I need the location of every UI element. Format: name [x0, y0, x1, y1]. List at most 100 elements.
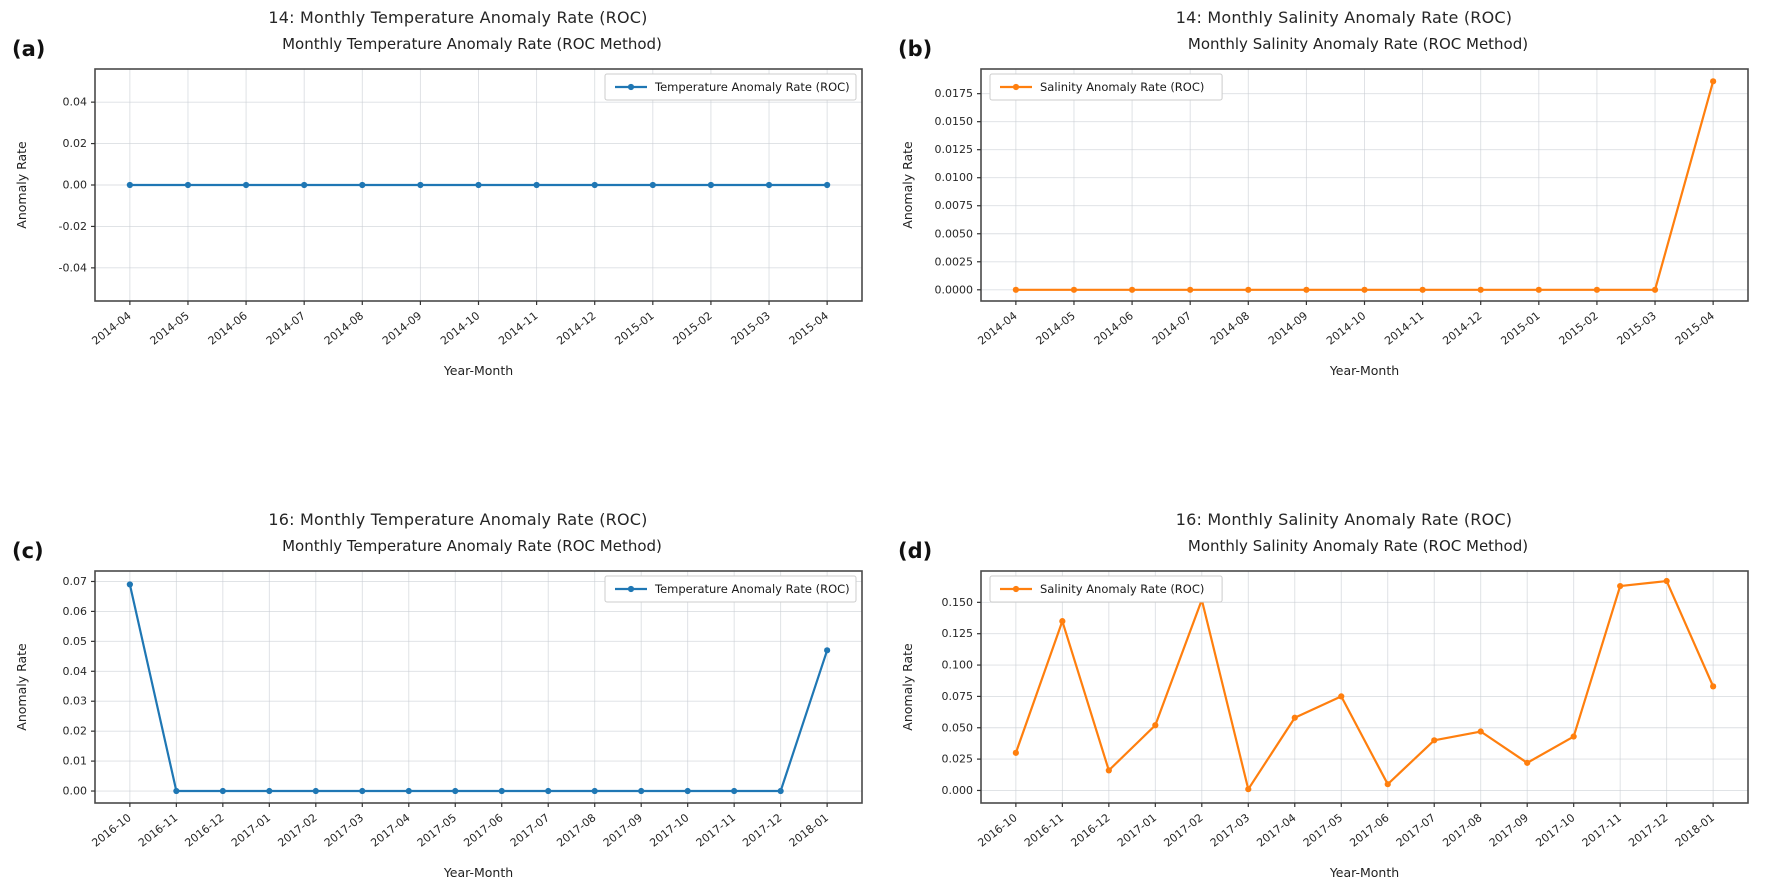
svg-text:0.03: 0.03 [63, 695, 88, 708]
svg-text:0.00: 0.00 [63, 785, 88, 798]
svg-text:Year-Month: Year-Month [1329, 865, 1399, 880]
svg-text:2014-11: 2014-11 [496, 309, 540, 348]
svg-text:-0.04: -0.04 [59, 261, 87, 274]
svg-text:Temperature Anomaly Rate (ROC): Temperature Anomaly Rate (ROC) [654, 80, 850, 94]
svg-text:2014-04: 2014-04 [975, 309, 1019, 348]
svg-text:2015-04: 2015-04 [1673, 309, 1717, 348]
temperature-line-chart-a: -0.04 -0.02 0.00 0.02 0.04 2014-04 2014-05 2014… [14, 68, 863, 378]
svg-text:2017-06: 2017-06 [461, 811, 505, 850]
svg-text:2014-08: 2014-08 [322, 309, 366, 348]
panel-a-suptitle: 14: Monthly Temperature Anomaly Rate (RO… [268, 8, 648, 27]
svg-text:2017-11: 2017-11 [694, 811, 738, 850]
svg-text:2017-12: 2017-12 [1626, 811, 1670, 850]
svg-text:2017-02: 2017-02 [1161, 811, 1205, 850]
svg-text:2017-08: 2017-08 [554, 811, 598, 850]
svg-text:0.0075: 0.0075 [935, 199, 974, 212]
panel-a-figure: (a) Monthly Temperature Anomaly Rate (RO… [0, 35, 886, 391]
svg-text:2014-05: 2014-05 [1034, 309, 1078, 348]
svg-text:0.0050: 0.0050 [935, 227, 974, 240]
salinity-line-chart-d: 0.000 0.025 0.050 0.075 0.100 0.125 0.150 2016-… [900, 570, 1749, 880]
svg-text:Anomaly Rate: Anomaly Rate [14, 141, 29, 229]
svg-text:2017-10: 2017-10 [647, 811, 691, 850]
svg-text:-0.02: -0.02 [59, 220, 87, 233]
svg-text:2017-07: 2017-07 [508, 811, 552, 850]
svg-text:2017-03: 2017-03 [1208, 811, 1252, 850]
svg-text:2017-06: 2017-06 [1347, 811, 1391, 850]
panel-a-title: Monthly Temperature Anomaly Rate (ROC Me… [282, 35, 662, 53]
svg-text:2018-01: 2018-01 [1673, 811, 1717, 850]
svg-text:Anomaly Rate: Anomaly Rate [14, 643, 29, 731]
panel-b: 14: Monthly Salinity Anomaly Rate (ROC) … [886, 0, 1772, 444]
svg-text:0.05: 0.05 [63, 635, 88, 648]
panel-d: 16: Monthly Salinity Anomaly Rate (ROC) … [886, 444, 1772, 888]
svg-text:0.0125: 0.0125 [935, 143, 974, 156]
svg-text:Salinity Anomaly Rate (ROC): Salinity Anomaly Rate (ROC) [1040, 80, 1204, 94]
svg-text:0.00: 0.00 [63, 179, 88, 192]
svg-text:2017-11: 2017-11 [1580, 811, 1624, 850]
svg-text:2014-08: 2014-08 [1208, 309, 1252, 348]
svg-text:2016-10: 2016-10 [975, 811, 1019, 850]
svg-text:2017-01: 2017-01 [1115, 811, 1159, 850]
svg-text:Year-Month: Year-Month [443, 363, 513, 378]
svg-text:Anomaly Rate: Anomaly Rate [900, 643, 915, 731]
svg-text:2018-01: 2018-01 [787, 811, 831, 850]
svg-text:0.075: 0.075 [942, 690, 974, 703]
svg-text:0.0025: 0.0025 [935, 255, 974, 268]
panel-b-label: (b) [898, 37, 933, 61]
svg-text:2017-10: 2017-10 [1533, 811, 1577, 850]
svg-text:0.0175: 0.0175 [935, 87, 974, 100]
svg-text:2015-03: 2015-03 [729, 309, 773, 348]
svg-text:Year-Month: Year-Month [443, 865, 513, 880]
panel-d-title: Monthly Salinity Anomaly Rate (ROC Metho… [1187, 537, 1529, 555]
svg-text:2017-02: 2017-02 [275, 811, 319, 850]
svg-text:2014-05: 2014-05 [148, 309, 192, 348]
svg-text:Salinity Anomaly Rate (ROC): Salinity Anomaly Rate (ROC) [1040, 582, 1204, 596]
panel-c: 16: Monthly Temperature Anomaly Rate (RO… [0, 444, 886, 888]
svg-text:0.0150: 0.0150 [935, 115, 974, 128]
svg-text:0.0000: 0.0000 [935, 283, 974, 296]
svg-text:2017-03: 2017-03 [322, 811, 366, 850]
svg-text:2016-12: 2016-12 [1068, 811, 1112, 850]
svg-text:2014-06: 2014-06 [1092, 309, 1136, 348]
svg-text:2014-10: 2014-10 [438, 309, 482, 348]
svg-text:2015-02: 2015-02 [1557, 309, 1601, 348]
svg-text:0.050: 0.050 [942, 721, 974, 734]
svg-text:0.125: 0.125 [942, 627, 974, 640]
svg-text:2014-04: 2014-04 [89, 309, 133, 348]
svg-text:0.150: 0.150 [942, 596, 974, 609]
svg-text:2014-09: 2014-09 [1266, 309, 1310, 348]
svg-text:0.025: 0.025 [942, 753, 974, 766]
svg-text:2014-09: 2014-09 [380, 309, 424, 348]
svg-text:Year-Month: Year-Month [1329, 363, 1399, 378]
svg-text:0.01: 0.01 [63, 755, 88, 768]
svg-text:0.06: 0.06 [63, 605, 88, 618]
svg-text:0.02: 0.02 [63, 137, 88, 150]
svg-text:2017-07: 2017-07 [1394, 811, 1438, 850]
svg-text:2017-08: 2017-08 [1440, 811, 1484, 850]
svg-text:2014-11: 2014-11 [1382, 309, 1426, 348]
svg-text:0.000: 0.000 [942, 784, 974, 797]
svg-text:0.04: 0.04 [63, 96, 88, 109]
svg-text:2017-01: 2017-01 [229, 811, 273, 850]
svg-text:2016-11: 2016-11 [136, 811, 180, 850]
svg-text:0.07: 0.07 [63, 575, 88, 588]
svg-text:Anomaly Rate: Anomaly Rate [900, 141, 915, 229]
svg-text:2016-11: 2016-11 [1022, 811, 1066, 850]
panel-c-title: Monthly Temperature Anomaly Rate (ROC Me… [282, 537, 662, 555]
svg-text:2016-12: 2016-12 [182, 811, 226, 850]
svg-text:2014-12: 2014-12 [1440, 309, 1484, 348]
panel-c-suptitle: 16: Monthly Temperature Anomaly Rate (RO… [268, 510, 648, 529]
svg-text:2016-10: 2016-10 [89, 811, 133, 850]
panel-c-figure: (c) Monthly Temperature Anomaly Rate (RO… [0, 537, 886, 893]
panel-d-suptitle: 16: Monthly Salinity Anomaly Rate (ROC) [1175, 510, 1513, 529]
svg-text:2015-03: 2015-03 [1615, 309, 1659, 348]
svg-text:2014-06: 2014-06 [206, 309, 250, 348]
svg-text:2014-10: 2014-10 [1324, 309, 1368, 348]
panel-b-title: Monthly Salinity Anomaly Rate (ROC Metho… [1187, 35, 1529, 53]
salinity-line-chart-b: 0.0000 0.0025 0.0050 0.0075 0.0100 0.0125 0.01… [900, 68, 1749, 378]
svg-text:Temperature Anomaly Rate (ROC): Temperature Anomaly Rate (ROC) [654, 582, 850, 596]
svg-text:0.0100: 0.0100 [935, 171, 974, 184]
panel-c-label: (c) [12, 539, 44, 563]
